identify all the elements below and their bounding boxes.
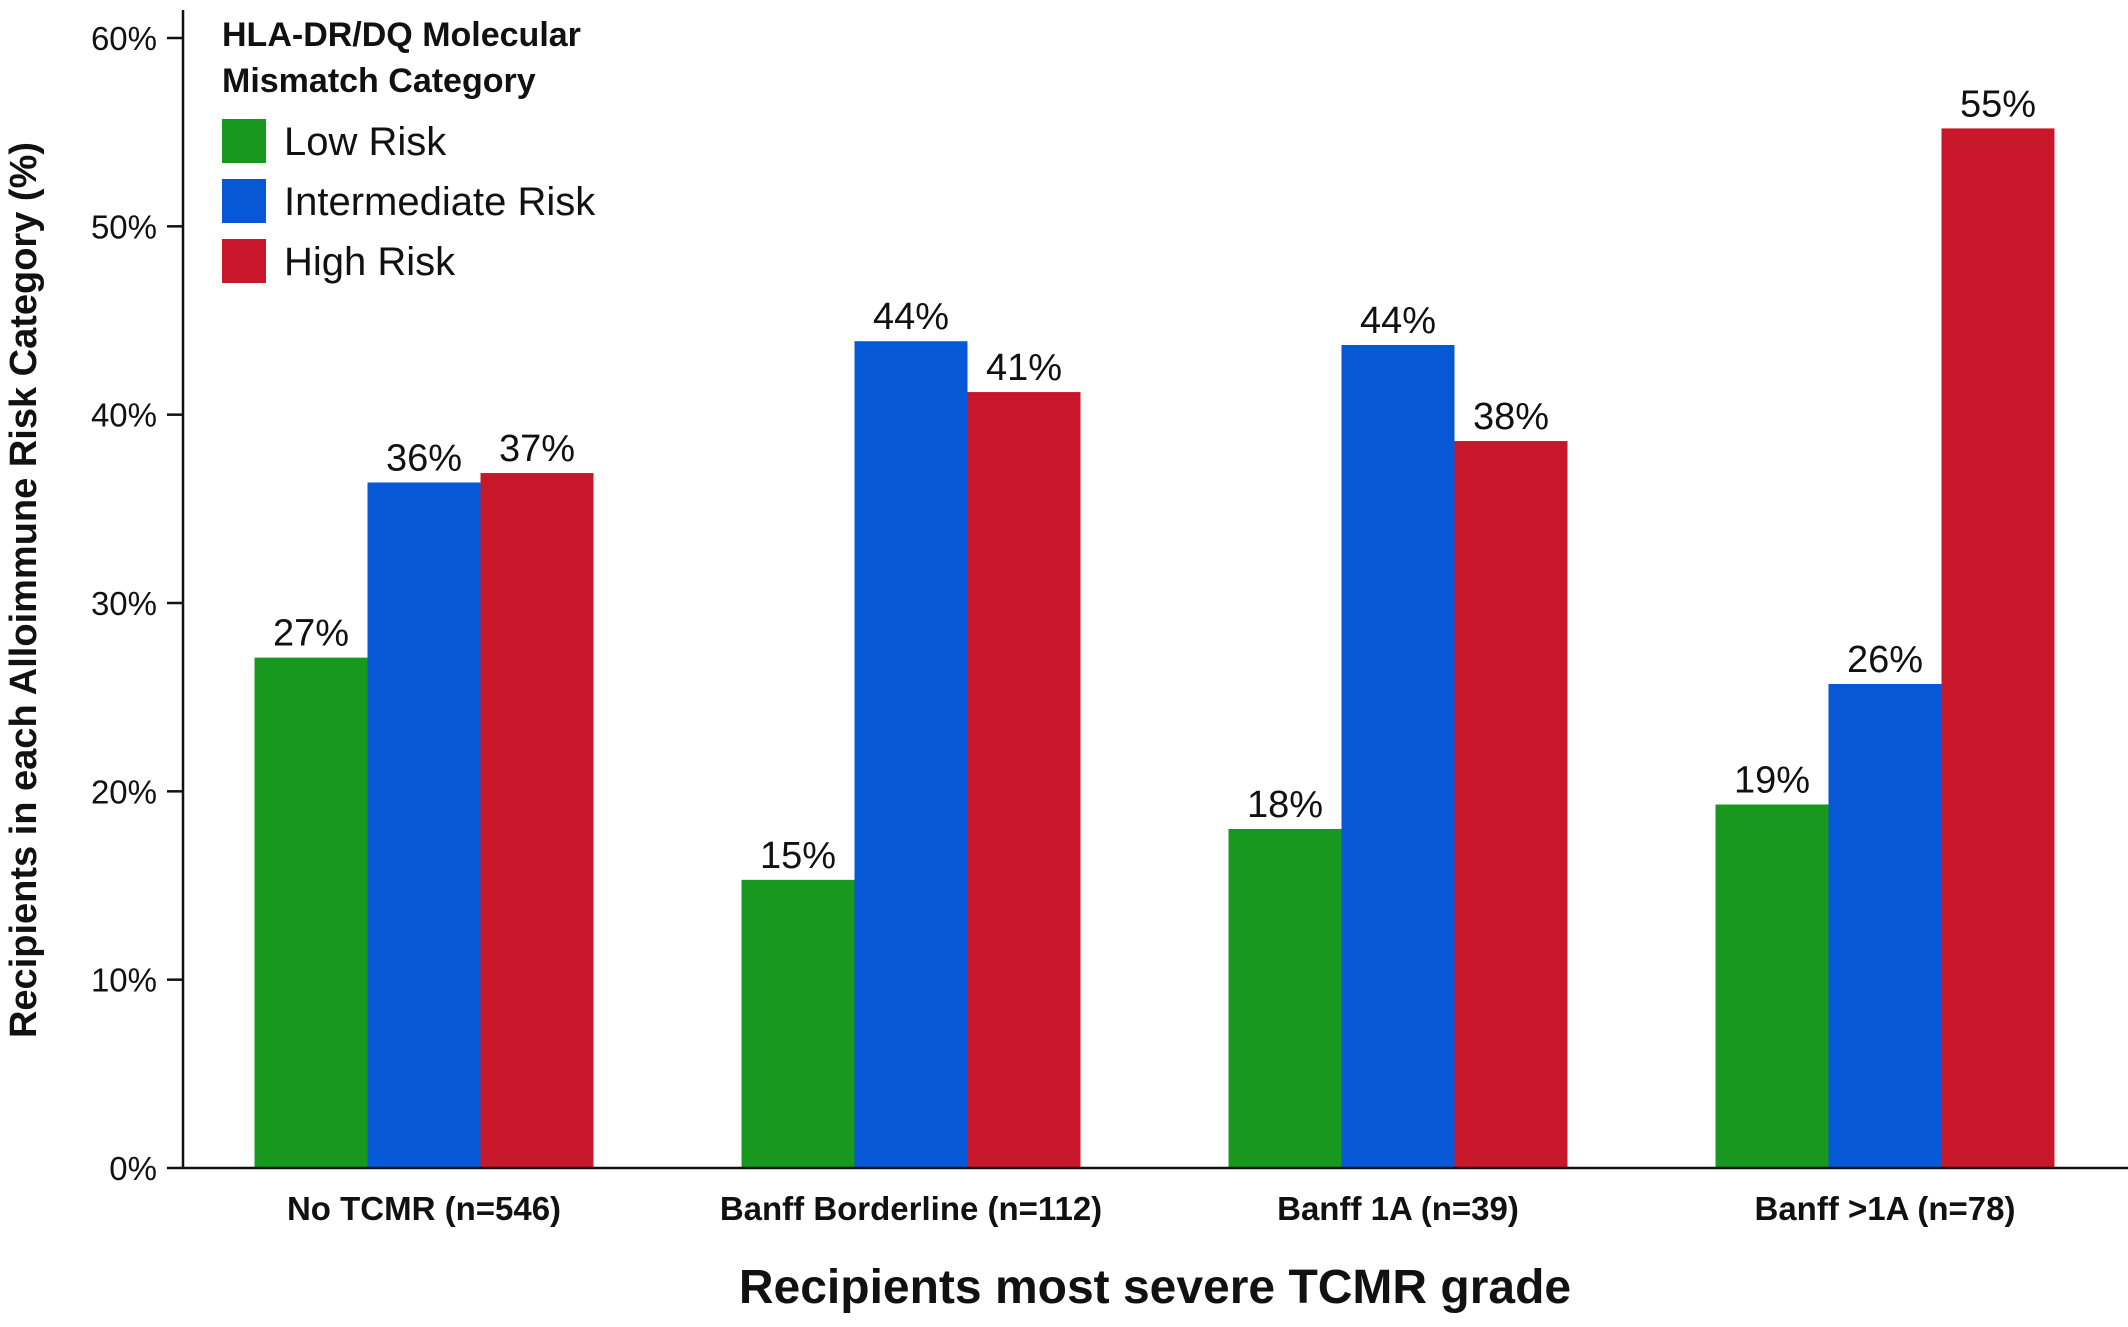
bar-value-label: 26% xyxy=(1847,639,1923,681)
bars-layer xyxy=(254,128,2055,1169)
bar-value-label: 27% xyxy=(273,613,349,655)
y-tick-label: 30% xyxy=(91,585,157,622)
bar xyxy=(254,657,368,1168)
data-labels-layer: 27% 36% 37% 15% 44% 41% 18% 44% 38% 19% 26% 55% xyxy=(273,83,2036,876)
legend-swatch xyxy=(222,119,266,163)
legend-swatch xyxy=(222,239,266,283)
y-axis-title: Recipients in each Alloimmune Risk Categ… xyxy=(3,142,45,1038)
bar xyxy=(1941,128,2055,1168)
bar-value-label: 19% xyxy=(1734,760,1810,802)
y-ticks-layer: 0% 10% 20% 30% 40% 50% 60% xyxy=(91,20,183,1187)
y-tick-label: 50% xyxy=(91,208,157,245)
bar-value-label: 55% xyxy=(1960,83,2036,125)
bar xyxy=(1828,683,1942,1168)
bar-value-label: 44% xyxy=(1360,300,1436,342)
bar xyxy=(1341,344,1455,1168)
bar xyxy=(367,482,481,1168)
bar-value-label: 41% xyxy=(986,347,1062,389)
bar-value-label: 36% xyxy=(386,437,462,479)
x-category-label: Banff 1A (n=39) xyxy=(1277,1190,1519,1227)
axes-layer xyxy=(181,10,2128,1170)
bar xyxy=(1454,441,1568,1168)
bar xyxy=(967,392,1081,1169)
bar xyxy=(480,473,594,1168)
bar xyxy=(854,341,968,1168)
bar-value-label: 18% xyxy=(1247,784,1323,826)
legend-title-line-2: Mismatch Category xyxy=(222,62,536,100)
x-category-label: No TCMR (n=546) xyxy=(287,1190,561,1227)
bar-value-label: 44% xyxy=(873,296,949,338)
legend-label: Low Risk xyxy=(284,120,447,164)
x-category-label: Banff >1A (n=78) xyxy=(1754,1190,2015,1227)
bar-value-label: 37% xyxy=(499,428,575,470)
legend-label: High Risk xyxy=(284,240,456,284)
legend-swatch xyxy=(222,179,266,223)
legend-title-line-1: HLA-DR/DQ Molecular xyxy=(222,16,581,54)
bar-value-label: 38% xyxy=(1473,396,1549,438)
x-category-label: Banff Borderline (n=112) xyxy=(720,1190,1102,1227)
legend-items: Low Risk Intermediate Risk High Risk xyxy=(222,119,596,284)
bar xyxy=(1715,804,1829,1168)
y-tick-label: 0% xyxy=(109,1150,157,1187)
y-tick-label: 20% xyxy=(91,773,157,810)
y-tick-label: 10% xyxy=(91,962,157,999)
y-tick-label: 40% xyxy=(91,397,157,434)
x-category-labels: No TCMR (n=546) Banff Borderline (n=112) B… xyxy=(287,1190,2016,1227)
legend-label: Intermediate Risk xyxy=(284,180,596,224)
y-tick-label: 60% xyxy=(91,20,157,57)
legend: HLA-DR/DQ Molecular Mismatch Category Lo… xyxy=(222,16,596,284)
bar xyxy=(741,879,855,1168)
x-axis-title: Recipients most severe TCMR grade xyxy=(739,1261,1571,1314)
bar xyxy=(1228,829,1342,1168)
bar-value-label: 15% xyxy=(760,835,836,877)
